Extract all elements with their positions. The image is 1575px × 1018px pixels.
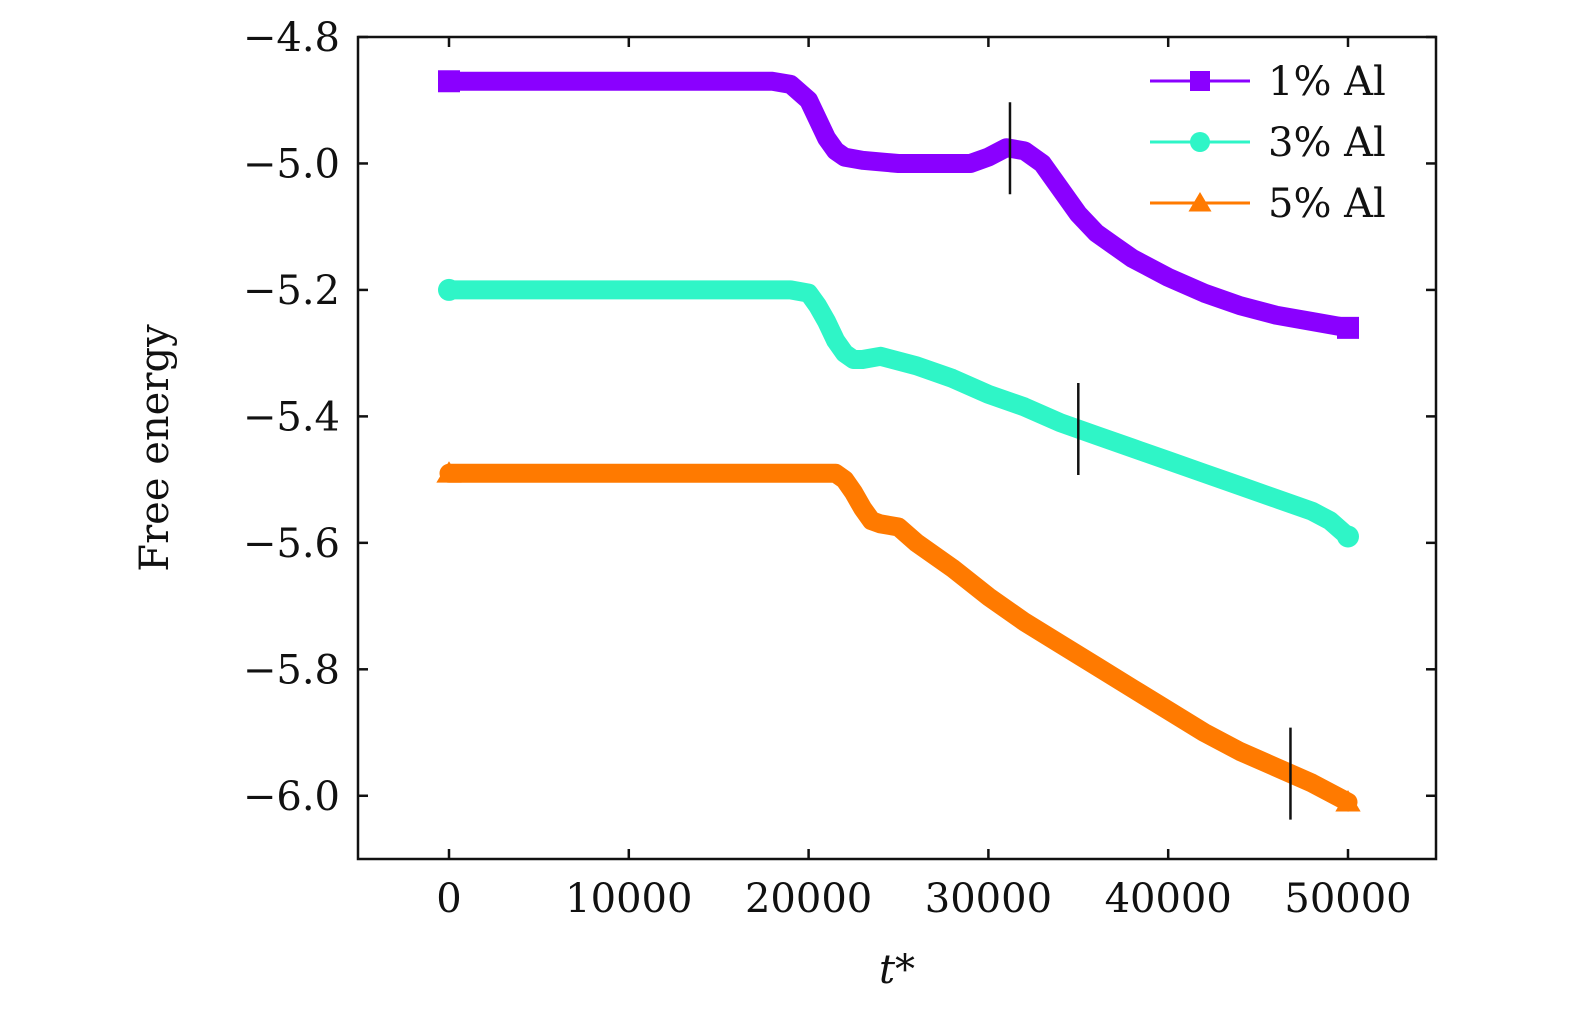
x-tick-label: 0	[436, 876, 461, 922]
series-2-point-end	[1337, 525, 1359, 548]
y-axis-label: Free energy	[132, 324, 178, 572]
plot-frame	[356, 35, 1438, 861]
x-axis-label: t*	[879, 947, 915, 993]
series-line-3	[439, 463, 1358, 812]
x-tick-label: 30000	[925, 876, 1052, 922]
series-1-point-start	[438, 70, 460, 93]
legend: 1% Al 3% Al 5% Al	[1150, 59, 1386, 227]
y-tick-label: −6.0	[243, 774, 340, 820]
y-tick-label: −5.4	[243, 394, 340, 440]
series-layer	[436, 70, 1361, 812]
vertical-marker-layer	[1008, 102, 1292, 820]
x-tick-label: 50000	[1284, 876, 1411, 922]
legend-marker-1	[1190, 71, 1210, 91]
x-tick-label: 10000	[565, 876, 692, 922]
legend-marker-3	[1188, 192, 1212, 212]
legend-label-3: 5% Al	[1268, 181, 1386, 227]
series-line-1	[439, 71, 1358, 338]
legend-label-1: 1% Al	[1268, 59, 1386, 105]
y-tick-label: −5.2	[243, 268, 340, 314]
legend-label-2: 3% Al	[1268, 120, 1386, 166]
x-tick-label: 40000	[1105, 876, 1232, 922]
series-1-point-end	[1337, 316, 1359, 339]
x-tick-label: 20000	[745, 876, 872, 922]
x-axis-ticks: 0 10000 20000 30000 40000 50000	[436, 37, 1412, 922]
y-tick-label: −5.6	[243, 521, 340, 567]
series-2-point-start	[438, 278, 460, 301]
series-line-2	[439, 280, 1358, 546]
y-tick-label: −5.8	[243, 647, 340, 693]
series-3-point-start	[436, 461, 462, 483]
y-axis-ticks: −4.8 −5.0 −5.2 −5.4 −5.6 −5.8 −6.0	[243, 15, 1436, 820]
y-tick-label: −5.0	[243, 141, 340, 187]
legend-marker-2	[1190, 132, 1210, 152]
y-tick-label: −4.8	[243, 15, 340, 61]
series-3-point-end	[1335, 789, 1361, 812]
